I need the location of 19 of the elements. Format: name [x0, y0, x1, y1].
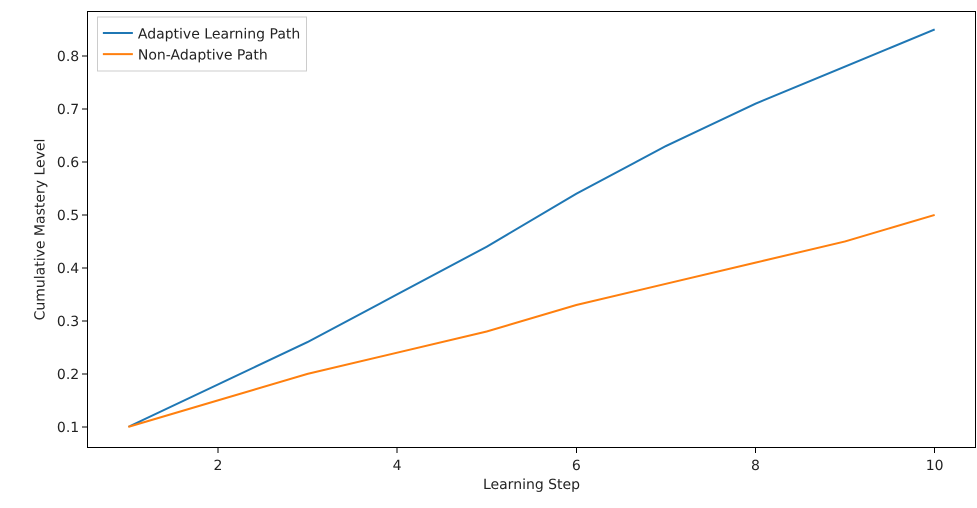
line-series [127, 214, 936, 428]
x-tick-label: 6 [572, 458, 581, 474]
x-tick-label: 4 [392, 458, 402, 474]
line-series [127, 28, 936, 428]
y-tick-label: 0.6 [56, 154, 80, 171]
legend-label: Non-Adaptive Path [138, 48, 268, 64]
y-tick-label: 0.1 [56, 420, 80, 436]
y-tick-label: 0.7 [56, 102, 80, 118]
x-tick-label: 10 [926, 458, 944, 474]
y-axis-title: Cumulative Mastery Level [32, 138, 49, 320]
y-tick-label: 0.8 [56, 48, 80, 65]
y-tick-label: 0.2 [56, 366, 80, 383]
y-tick-label: 0.5 [56, 208, 80, 224]
x-tick-label: 8 [751, 458, 760, 474]
x-tick-label: 2 [213, 458, 222, 474]
legend-label: Adaptive Learning Path [138, 26, 300, 42]
x-axis-title: Learning Step [482, 477, 580, 494]
y-tick-label: 0.4 [56, 260, 80, 277]
y-tick-label: 0.3 [56, 314, 80, 330]
